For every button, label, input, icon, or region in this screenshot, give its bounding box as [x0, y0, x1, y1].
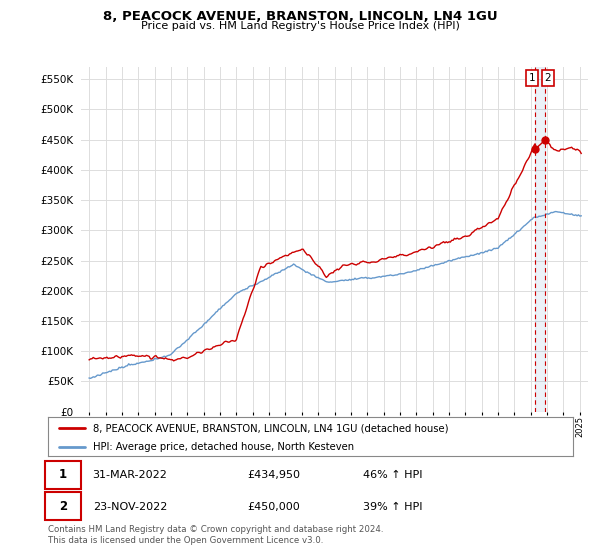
Text: 39% ↑ HPI: 39% ↑ HPI — [363, 502, 422, 512]
Text: £434,950: £434,950 — [248, 470, 301, 480]
Text: 8, PEACOCK AVENUE, BRANSTON, LINCOLN, LN4 1GU (detached house): 8, PEACOCK AVENUE, BRANSTON, LINCOLN, LN… — [92, 423, 448, 433]
Text: 31-MAR-2022: 31-MAR-2022 — [92, 470, 167, 480]
Text: 23-NOV-2022: 23-NOV-2022 — [92, 502, 167, 512]
Text: Price paid vs. HM Land Registry's House Price Index (HPI): Price paid vs. HM Land Registry's House … — [140, 21, 460, 31]
Text: Contains HM Land Registry data © Crown copyright and database right 2024.
This d: Contains HM Land Registry data © Crown c… — [48, 525, 383, 545]
Text: 46% ↑ HPI: 46% ↑ HPI — [363, 470, 422, 480]
Bar — [535, 67, 545, 412]
Text: £450,000: £450,000 — [248, 502, 300, 512]
Text: HPI: Average price, detached house, North Kesteven: HPI: Average price, detached house, Nort… — [92, 442, 354, 451]
Text: 1: 1 — [59, 468, 67, 482]
Text: 2: 2 — [59, 501, 67, 514]
FancyBboxPatch shape — [46, 461, 81, 489]
Text: 8, PEACOCK AVENUE, BRANSTON, LINCOLN, LN4 1GU: 8, PEACOCK AVENUE, BRANSTON, LINCOLN, LN… — [103, 10, 497, 22]
Text: 2: 2 — [545, 73, 551, 83]
Text: 1: 1 — [529, 73, 536, 83]
FancyBboxPatch shape — [46, 492, 81, 520]
